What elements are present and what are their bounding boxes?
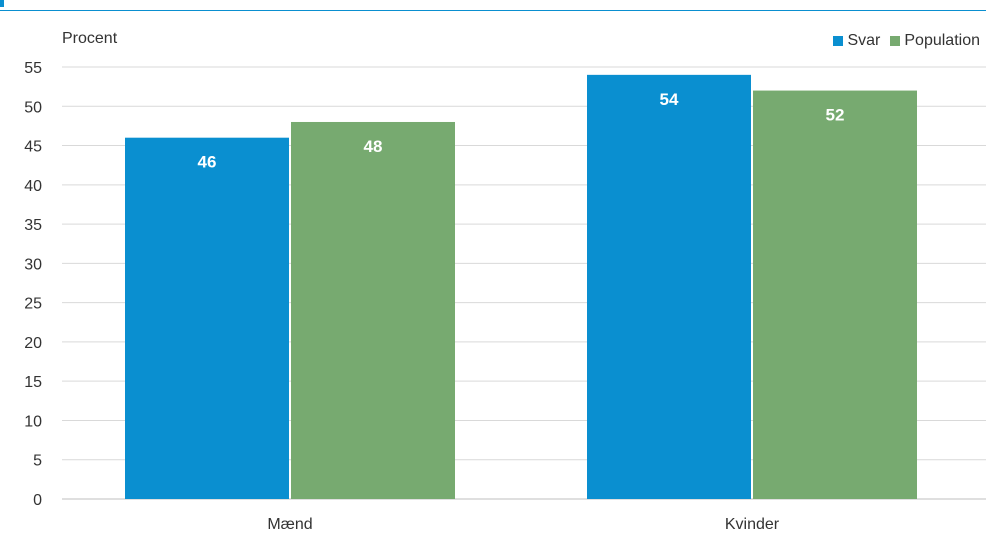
bar-value-label: 54: [660, 90, 679, 109]
top-rule: [0, 10, 986, 11]
x-category-label: Kvinder: [725, 516, 780, 533]
y-tick-label: 45: [24, 139, 42, 156]
y-tick-label: 0: [33, 492, 42, 509]
legend-swatch-svar: [833, 36, 844, 46]
bar-value-label: 52: [826, 106, 845, 125]
bar-value-label: 48: [364, 137, 383, 156]
y-tick-label: 40: [24, 178, 42, 195]
y-tick-label: 25: [24, 296, 42, 313]
y-tick-label: 20: [24, 335, 42, 352]
y-tick-label: 55: [24, 60, 42, 77]
x-category-label: Mænd: [267, 516, 312, 533]
legend-item-population: Population: [890, 32, 980, 50]
legend-label-svar: Svar: [847, 32, 881, 49]
legend-label-population: Population: [904, 32, 980, 49]
y-tick-label: 15: [24, 374, 42, 391]
legend-item-svar: Svar: [833, 32, 880, 50]
legend-swatch-population: [890, 36, 901, 46]
bar: [291, 121, 455, 500]
bar: [125, 137, 289, 499]
bar-value-label: 46: [198, 153, 217, 172]
corner-mark: [0, 0, 4, 7]
y-tick-label: 30: [24, 256, 42, 273]
legend: Svar Population: [833, 32, 980, 50]
y-tick-label: 35: [24, 217, 42, 234]
y-tick-label: 5: [33, 453, 42, 470]
y-tick-label: 50: [24, 99, 42, 116]
bar: [753, 90, 917, 500]
y-axis-label: Procent: [62, 30, 118, 47]
y-tick-label: 10: [24, 413, 42, 430]
bar: [587, 74, 751, 499]
